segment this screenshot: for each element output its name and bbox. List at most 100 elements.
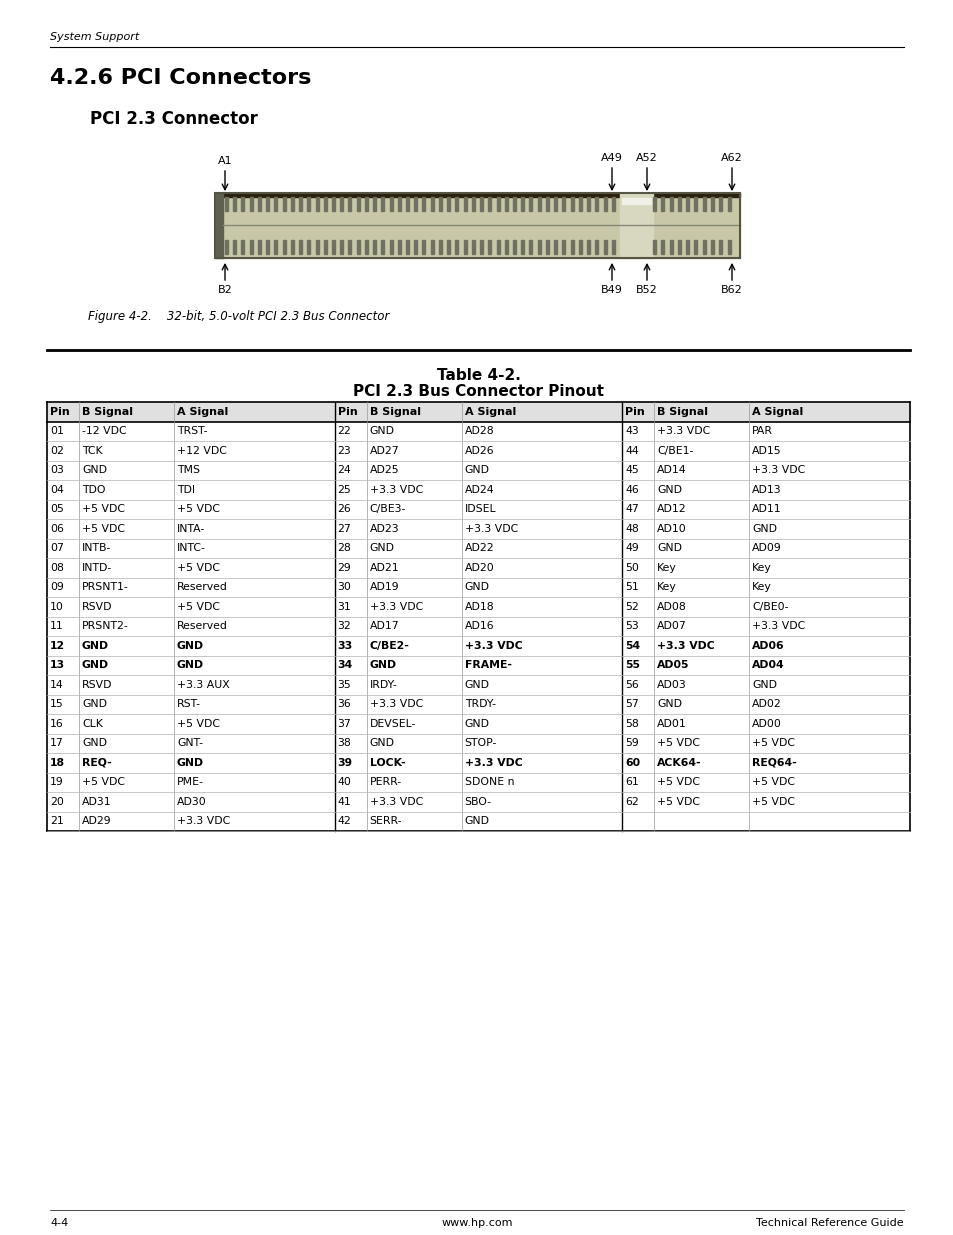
Bar	[520, 240, 524, 254]
Text: AD20: AD20	[464, 563, 494, 573]
Bar	[488, 198, 491, 211]
Text: REQ-: REQ-	[82, 758, 112, 768]
Bar	[406, 198, 409, 211]
Text: C/BE1-: C/BE1-	[657, 446, 693, 456]
Text: 55: 55	[624, 661, 639, 671]
Text: CLK: CLK	[82, 719, 103, 729]
Bar	[447, 198, 450, 211]
Text: 04: 04	[50, 485, 64, 495]
Bar	[356, 240, 359, 254]
Text: +5 VDC: +5 VDC	[82, 777, 125, 787]
Bar	[47, 441, 909, 461]
Text: +5 VDC: +5 VDC	[657, 777, 700, 787]
Bar	[291, 240, 294, 254]
Bar	[47, 597, 909, 616]
Bar	[214, 193, 740, 258]
Bar	[47, 811, 909, 831]
Bar	[298, 198, 302, 211]
Text: AD24: AD24	[464, 485, 494, 495]
Bar	[47, 421, 909, 441]
Text: AD13: AD13	[752, 485, 781, 495]
Text: 37: 37	[337, 719, 351, 729]
Bar	[504, 240, 507, 254]
Bar	[389, 198, 393, 211]
Text: 47: 47	[624, 504, 639, 514]
Bar	[479, 240, 482, 254]
Bar	[214, 193, 740, 258]
Text: 34: 34	[337, 661, 353, 671]
Text: 57: 57	[624, 699, 639, 709]
Bar	[47, 656, 909, 676]
Bar	[356, 198, 359, 211]
Bar	[422, 198, 425, 211]
Text: 13: 13	[50, 661, 65, 671]
Text: B52: B52	[636, 285, 658, 295]
Bar	[702, 198, 705, 211]
Bar	[250, 240, 253, 254]
Bar	[562, 198, 565, 211]
Bar	[537, 198, 540, 211]
Text: +3.3 VDC: +3.3 VDC	[369, 797, 422, 806]
Text: AD17: AD17	[369, 621, 399, 631]
Text: C/BE3-: C/BE3-	[369, 504, 406, 514]
Bar	[47, 616, 909, 636]
Text: 31: 31	[337, 601, 351, 611]
Text: GNT-: GNT-	[177, 739, 203, 748]
Bar	[241, 240, 244, 254]
Bar	[257, 240, 260, 254]
Text: C/BE2-: C/BE2-	[369, 641, 409, 651]
Text: 4-4: 4-4	[50, 1218, 69, 1228]
Text: 58: 58	[624, 719, 639, 729]
Text: +12 VDC: +12 VDC	[177, 446, 227, 456]
Bar	[47, 694, 909, 714]
Text: AD19: AD19	[369, 582, 399, 593]
Text: AD02: AD02	[752, 699, 781, 709]
Text: +5 VDC: +5 VDC	[82, 524, 125, 534]
Bar	[719, 240, 721, 254]
Text: LOCK-: LOCK-	[369, 758, 405, 768]
Text: 11: 11	[50, 621, 64, 631]
Bar	[578, 198, 581, 211]
Text: RST-: RST-	[177, 699, 201, 709]
Text: +3.3 VDC: +3.3 VDC	[464, 758, 522, 768]
Bar	[497, 240, 499, 254]
Text: GND: GND	[464, 466, 489, 475]
Text: TRST-: TRST-	[177, 426, 208, 436]
Text: AD01: AD01	[657, 719, 686, 729]
Bar	[603, 198, 606, 211]
Text: 15: 15	[50, 699, 64, 709]
Text: B49: B49	[600, 285, 622, 295]
Bar	[225, 240, 228, 254]
Bar	[47, 636, 909, 656]
Text: AD18: AD18	[464, 601, 494, 611]
Bar	[504, 198, 507, 211]
Bar	[472, 240, 475, 254]
Text: GND: GND	[177, 641, 204, 651]
Text: A49: A49	[600, 153, 622, 163]
Bar	[340, 198, 343, 211]
Text: B Signal: B Signal	[82, 406, 132, 416]
Text: +5 VDC: +5 VDC	[177, 719, 220, 729]
Text: TDO: TDO	[82, 485, 106, 495]
Bar	[678, 240, 680, 254]
Text: GND: GND	[82, 466, 107, 475]
Bar	[414, 240, 416, 254]
Text: 01: 01	[50, 426, 64, 436]
Text: 18: 18	[50, 758, 65, 768]
Text: +3.3 AUX: +3.3 AUX	[177, 679, 230, 690]
Bar	[537, 240, 540, 254]
Bar	[340, 240, 343, 254]
Bar	[47, 403, 909, 421]
Text: AD10: AD10	[657, 524, 686, 534]
Bar	[225, 198, 228, 211]
Text: RSVD: RSVD	[82, 601, 112, 611]
Bar	[497, 198, 499, 211]
Bar	[47, 519, 909, 538]
Text: Reserved: Reserved	[177, 582, 228, 593]
Text: Pin: Pin	[624, 406, 644, 416]
Bar	[660, 240, 663, 254]
Bar	[595, 198, 598, 211]
Text: +5 VDC: +5 VDC	[752, 797, 795, 806]
Text: 56: 56	[624, 679, 639, 690]
Text: 24: 24	[337, 466, 351, 475]
